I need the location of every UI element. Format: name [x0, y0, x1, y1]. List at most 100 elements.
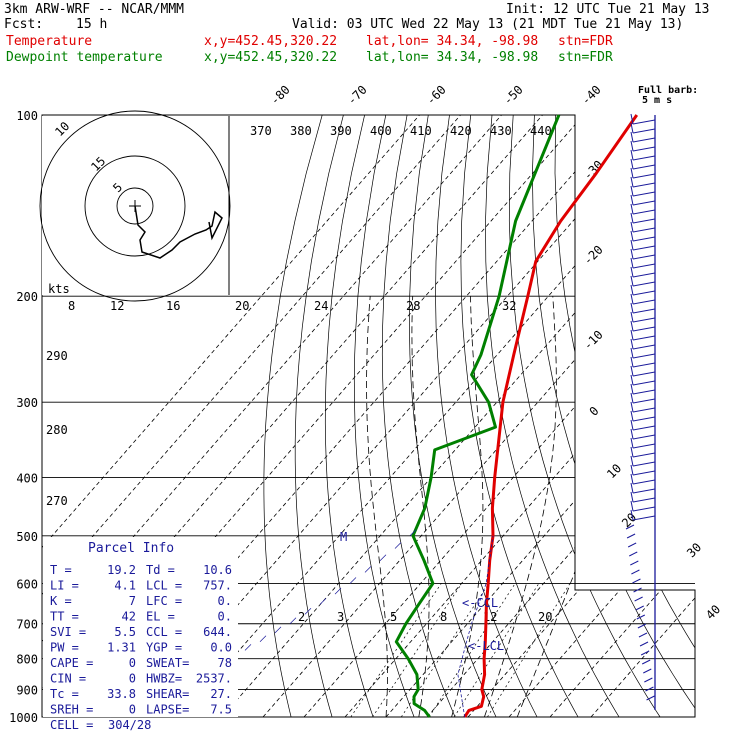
parcel-info-box [43, 537, 238, 717]
dry-adiabat [381, 115, 456, 717]
parcel-tick [334, 587, 342, 595]
hodograph-speed-tick: 20 [235, 299, 249, 313]
wind-barb-flag [630, 338, 634, 350]
parcel-row-b-value: 0.0 [210, 641, 232, 655]
parcel-row-b-label: SHEAR= [146, 687, 189, 701]
dry-adiabat [532, 115, 695, 717]
wind-barb [632, 434, 656, 440]
wind-barb [635, 605, 644, 611]
parcel-row-a-label: SREH = [50, 703, 93, 717]
wind-barb-flag [630, 428, 634, 440]
parcel-row-b-label: LAPSE= [146, 703, 189, 717]
wind-barb [632, 191, 656, 197]
isotherm-label: 0 [587, 404, 602, 419]
wind-barb [634, 596, 643, 602]
fcst-label: Fcst: [4, 17, 44, 32]
wind-barb-flag [630, 221, 634, 233]
wind-barb [632, 335, 656, 341]
parcel-info-title: Parcel Info [88, 541, 174, 556]
wind-barb-flag [630, 275, 634, 287]
dry-adiabat [485, 115, 620, 717]
parcel-row-b-value: 757. [203, 579, 232, 593]
isotherm-line [42, 115, 420, 717]
wind-barb [632, 254, 656, 260]
temperature-profile [463, 114, 639, 718]
theta-label: 380 [290, 124, 312, 138]
pressure-tick-label: 900 [16, 683, 38, 697]
wind-barb [632, 452, 656, 458]
parcel-row-a-label: T = [50, 563, 72, 577]
mixing-ratio-line [453, 583, 540, 717]
wind-barb [641, 659, 651, 665]
parcel-row-b-label: LFC = [146, 594, 182, 608]
wind-barb [625, 524, 635, 530]
hodograph-ring [116, 187, 154, 225]
wind-barb [632, 281, 656, 287]
dry-adiabat [409, 115, 497, 717]
theta-label: 410 [410, 124, 432, 138]
parcel-row-a-label: K = [50, 594, 72, 608]
wind-barb-flag [630, 257, 634, 269]
parcel-cell-value: 304/28 [108, 718, 151, 732]
parcel-row-a-label: LI = [50, 579, 79, 593]
wind-barb [632, 506, 656, 512]
dry-adiabat [435, 115, 538, 717]
dry-adiabat [554, 115, 695, 717]
isotherm-label: -10 [581, 328, 606, 353]
wind-barb-flag [630, 446, 634, 458]
hodograph-speed-tick: 24 [314, 299, 328, 313]
parcel-row-a-label: TT = [50, 610, 79, 624]
hodograph-speed-label: kts [48, 282, 70, 296]
dry-adiabat [324, 115, 374, 717]
wind-barb-flag [630, 482, 634, 494]
isotherm-label: 40 [703, 602, 723, 622]
wind-barb-flag [630, 365, 634, 377]
wind-barb [632, 362, 656, 368]
wind-barb [632, 470, 656, 476]
pressure-tick-label: 100 [16, 109, 38, 123]
parcel-row-a-value: 33.8 [107, 687, 136, 701]
wind-barb-flag [630, 302, 634, 314]
wind-barb [632, 263, 656, 269]
wind-barb [632, 155, 656, 161]
isotherm-label: -60 [424, 83, 449, 108]
legend-dewpoint-xy: x,y=452.45,320.22 [204, 50, 338, 65]
dry-adiabat [725, 115, 740, 717]
wind-barb [632, 182, 656, 188]
theta-label: 440 [530, 124, 552, 138]
wind-barb [629, 551, 638, 557]
theta-left-label: 290 [46, 349, 68, 363]
wind-barb [636, 614, 646, 620]
wind-barb-flag [630, 239, 634, 251]
wind-barb-flag [630, 131, 634, 143]
wind-barb [632, 209, 656, 215]
wind-barb-flag [630, 500, 634, 512]
parcel-row-a-value: 42 [122, 610, 136, 624]
valid-time: Valid: 03 UTC Wed 22 May 13 (21 MDT Tue … [292, 17, 684, 32]
parcel-row-b-value: 78 [218, 656, 232, 670]
parcel-row-b-value: 10.6 [203, 563, 232, 577]
dry-adiabat [704, 115, 740, 717]
isotherm-label: 30 [684, 540, 704, 560]
parcel-row-a-label: CAPE = [50, 656, 93, 670]
wind-barb [632, 227, 656, 233]
isotherm-line [549, 115, 695, 717]
legend-temperature-stn: stn=FDR [558, 34, 613, 49]
isotherm-line [467, 115, 695, 717]
wind-barb [632, 578, 641, 584]
wind-barb [630, 560, 639, 566]
mixing-ratio-label: 8 [440, 610, 447, 624]
wind-barb [632, 128, 656, 134]
wind-barb [632, 398, 656, 404]
dry-adiabat [294, 115, 344, 717]
wind-barb-flag [630, 392, 634, 404]
mixing-ratio-label: 20 [538, 610, 552, 624]
dewpoint-profile [394, 114, 561, 718]
legend-temperature-label: Temperature [6, 34, 93, 49]
legend-dewpoint-stn: stn=FDR [558, 50, 613, 65]
wind-barb-flag [630, 455, 634, 467]
barb-legend-line1: Full barb: [638, 85, 698, 96]
parcel-tick [244, 644, 252, 651]
wind-barb [632, 137, 656, 143]
wind-barb [643, 668, 652, 674]
